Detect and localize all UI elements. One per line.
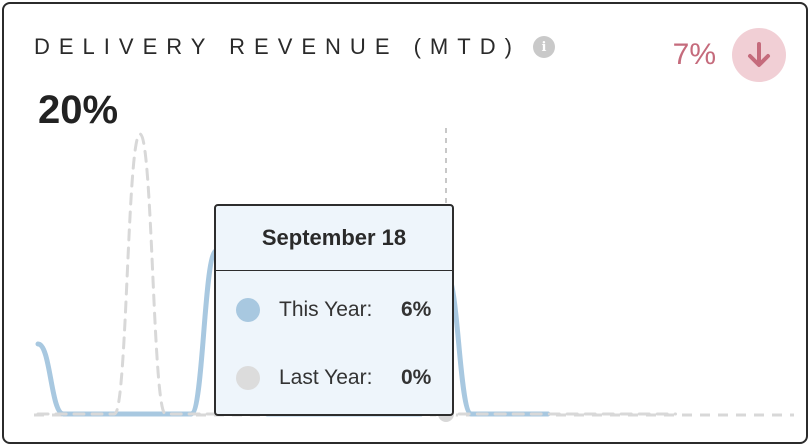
tooltip-row-last-year: Last Year: 0% — [236, 366, 431, 390]
info-icon[interactable]: i — [532, 36, 555, 58]
tooltip-row-this-year: This Year: 6% — [236, 298, 431, 322]
delta-value: 7% — [672, 38, 716, 71]
delta-indicator: 7% — [673, 28, 786, 82]
tooltip-label: Last Year: — [279, 366, 373, 389]
metric-value: 20% — [38, 88, 119, 132]
arrow-down-icon — [732, 28, 786, 82]
card-title: DELIVERY REVENUE (MTD) — [34, 34, 521, 59]
delivery-revenue-card: DELIVERY REVENUE (MTD) i 20% 7% Septembe… — [2, 2, 808, 444]
tooltip-value: 6% — [401, 298, 432, 321]
tooltip-value: 0% — [401, 366, 432, 389]
tooltip-date: September 18 — [216, 206, 452, 271]
tooltip-label: This Year: — [279, 298, 373, 321]
chart-tooltip: September 18 This Year: 6% Last Year: 0% — [214, 204, 454, 416]
last-year-line — [36, 132, 677, 416]
this-year-legend-dot — [236, 298, 260, 322]
last-year-legend-dot — [236, 366, 260, 390]
card-header: DELIVERY REVENUE (MTD) i — [34, 34, 555, 60]
